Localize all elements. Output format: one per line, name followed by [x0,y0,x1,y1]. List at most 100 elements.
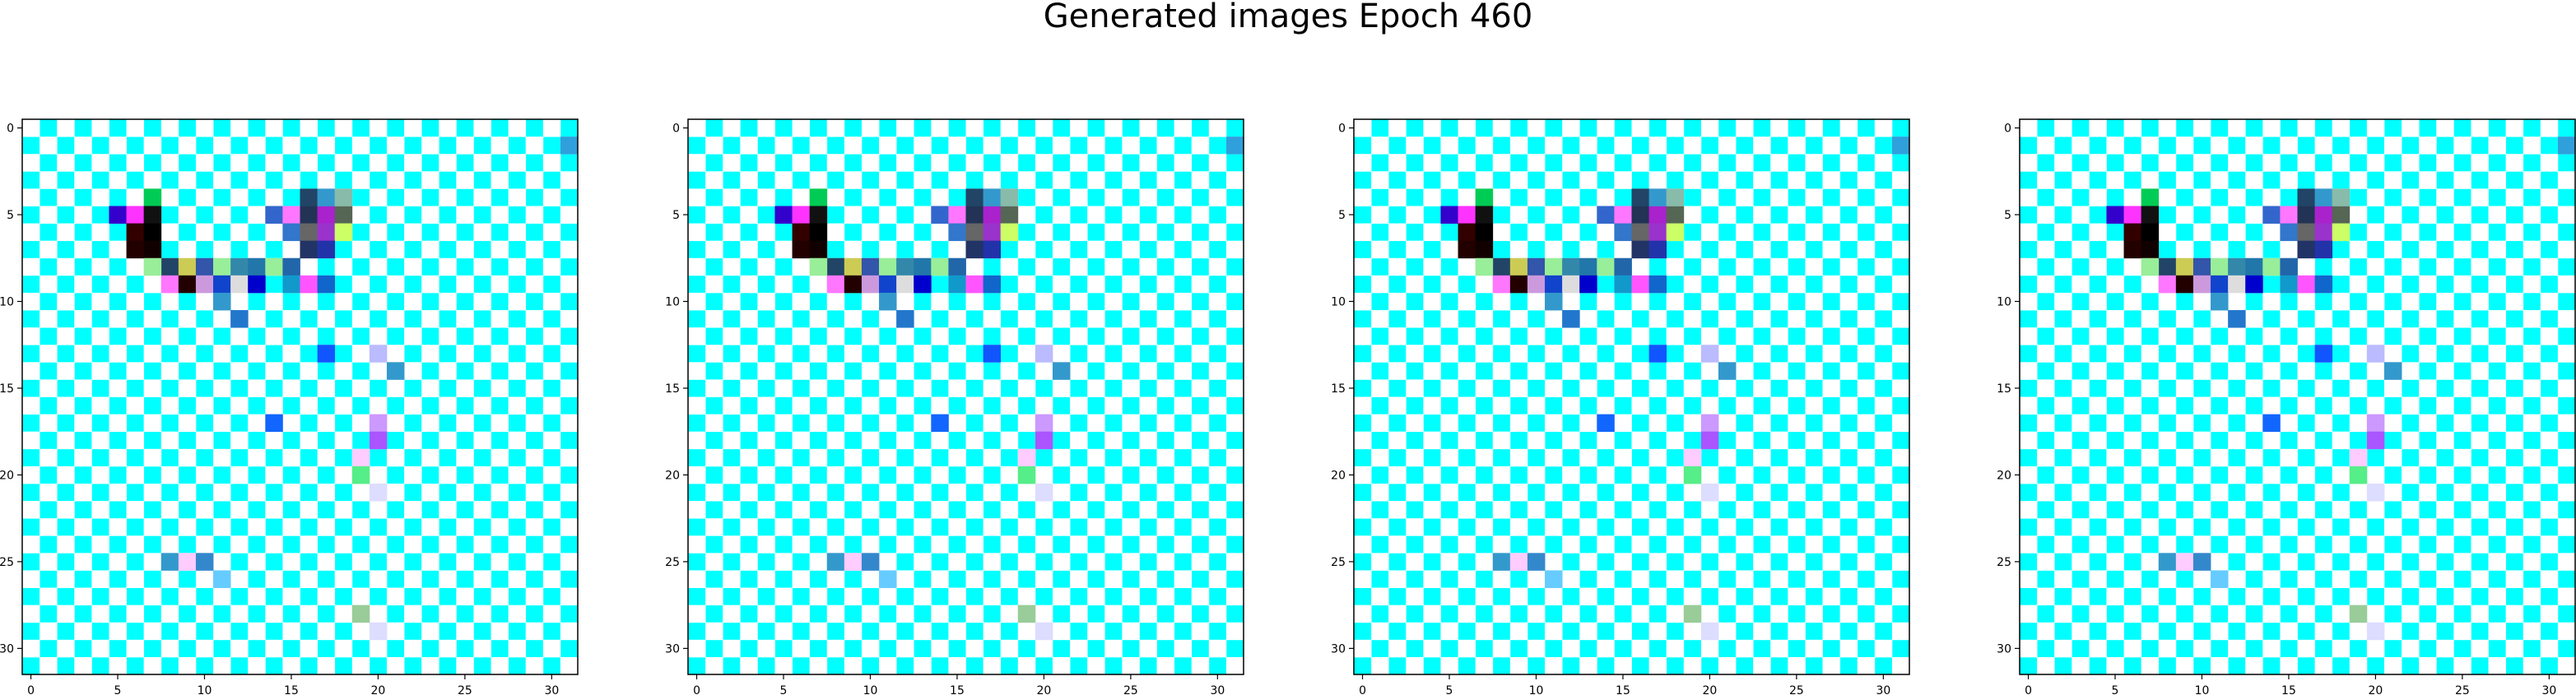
heatmap-cell [1753,483,1771,502]
heatmap-cell [983,414,1002,433]
heatmap-cell [2158,535,2177,554]
heatmap-cell [1052,414,1071,433]
heatmap-cell [1139,466,1157,484]
heatmap-cell [1423,223,1441,242]
heatmap-cell [1718,553,1737,571]
heatmap-cell [2020,501,2038,519]
heatmap-cell [757,223,775,242]
heatmap-cell [1423,327,1441,345]
heatmap-cell [248,448,266,467]
heatmap-cell [1718,137,1737,155]
heatmap-cell [1122,206,1140,224]
heatmap-cell [1174,327,1193,345]
heatmap-cell [844,518,863,536]
heatmap-cell [740,622,758,641]
heatmap-cell [2453,206,2471,224]
heatmap-cell [1191,622,1210,641]
heatmap-cell [230,119,249,137]
heatmap-cell [1371,656,1389,675]
heatmap-cell [826,396,845,415]
heatmap-cell [1579,240,1597,259]
heatmap-cell [57,362,75,380]
heatmap-cell [265,292,283,311]
heatmap-cell [792,570,811,588]
heatmap-pixel [774,206,793,224]
heatmap-cell [1666,501,1685,519]
heatmap-cell [2141,379,2160,397]
heatmap-cell [1406,240,1424,259]
heatmap-cell [2419,275,2437,294]
heatmap-cell [1035,257,1053,276]
heatmap-cell [404,327,422,345]
heatmap-cell [2505,605,2524,623]
heatmap-cell [2366,327,2385,345]
heatmap-cell [723,570,741,588]
heatmap-cell [439,119,457,137]
heatmap-cell [1753,656,1771,675]
heatmap-cell [2054,639,2072,658]
heatmap-cell [560,518,579,536]
heatmap-cell [2436,605,2454,623]
heatmap-cell [560,206,579,224]
heatmap-cell [230,535,249,554]
heatmap-cell [2523,275,2541,294]
heatmap-cell [178,137,197,155]
heatmap-cell [2383,240,2402,259]
heatmap-cell [57,154,75,172]
heatmap-cell [1683,518,1702,536]
heatmap-pixel [1475,240,1494,259]
heatmap-pixel [896,310,914,328]
heatmap-cell [1648,310,1667,328]
heatmap-cell [1562,605,1580,623]
heatmap-cell [1208,292,1227,311]
heatmap-cell [1225,206,1244,224]
heatmap-cell [2123,570,2142,588]
heatmap-cell [1000,396,1019,415]
heatmap-cell [2054,501,2072,519]
heatmap-cell [2540,292,2559,311]
heatmap-cell [1388,431,1407,450]
heatmap-cell [1492,119,1511,137]
heatmap-cell [1458,535,1476,554]
heatmap-cell [2505,396,2524,415]
heatmap-cell [369,188,388,206]
heatmap-cell [1597,431,1615,450]
heatmap-cell [1509,379,1528,397]
heatmap-cell [1753,518,1771,536]
heatmap-cell [2158,396,2177,415]
heatmap-cell [2280,587,2298,606]
heatmap-cell [1354,605,1372,623]
heatmap-cell [1406,310,1424,328]
heatmap-cell [1805,466,1823,484]
heatmap-cell [2089,292,2107,311]
heatmap-cell [914,656,932,675]
heatmap-cell [826,535,845,554]
heatmap-cell [723,119,741,137]
heatmap-cell [40,171,58,189]
heatmap-cell [369,362,388,380]
heatmap-cell [560,240,579,259]
heatmap-cell [2488,448,2507,467]
heatmap-cell [508,396,527,415]
y-tick-label: 10 [665,295,680,308]
heatmap-pixel [948,206,966,224]
heatmap-pixel [879,257,897,276]
heatmap-cell [334,570,353,588]
heatmap-cell [439,223,457,242]
heatmap-cell [195,292,214,311]
heatmap-cell [2453,587,2471,606]
heatmap-pixel [1597,257,1615,276]
heatmap-cell [774,275,793,294]
heatmap-cell [2211,656,2229,675]
heatmap-cell [774,587,793,606]
heatmap-cell [2054,257,2072,276]
heatmap-pixel [792,223,811,242]
heatmap-pixel [317,275,336,294]
heatmap-cell [2228,188,2246,206]
heatmap-cell [723,188,741,206]
heatmap-cell [2419,379,2437,397]
heatmap-cell [2436,188,2454,206]
heatmap-cell [2471,501,2489,519]
heatmap-cell [1788,171,1806,189]
heatmap-cell [688,223,706,242]
